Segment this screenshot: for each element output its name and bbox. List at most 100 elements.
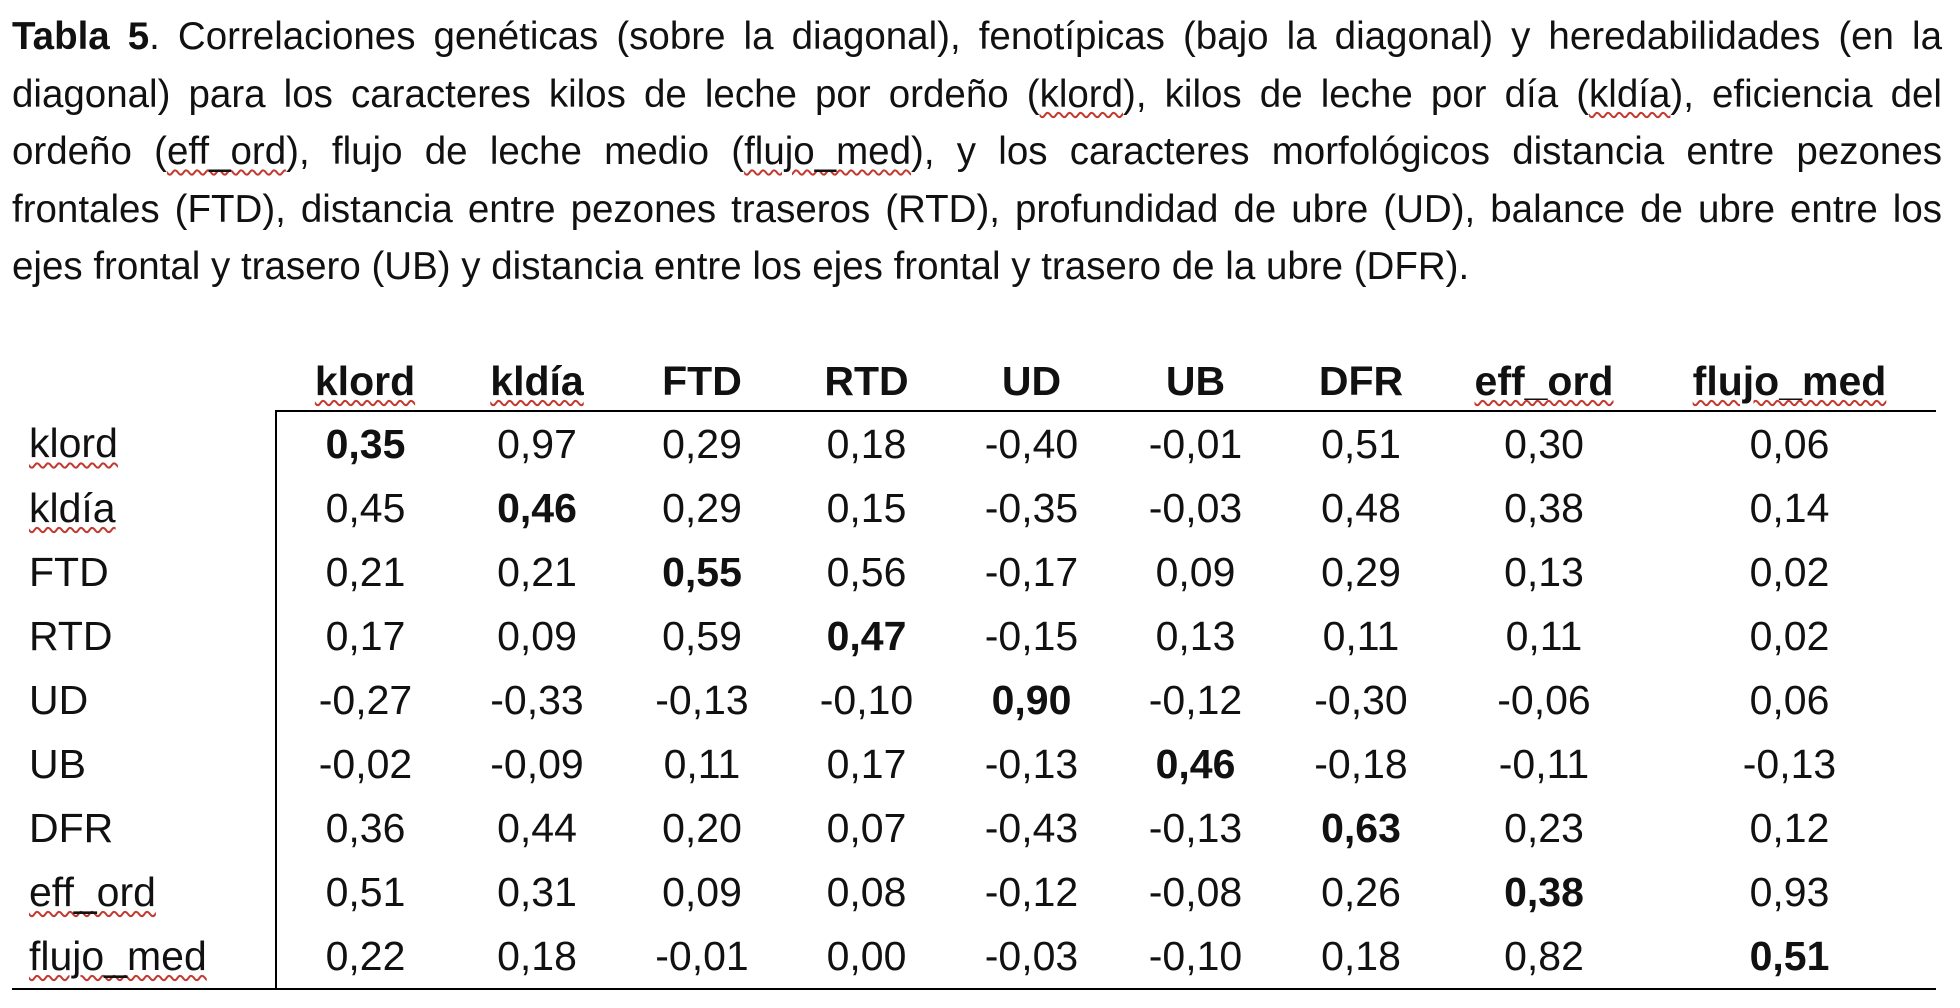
- column-header-label: FTD: [662, 357, 742, 404]
- row-header-label: UD: [29, 676, 89, 723]
- correlation-cell: 0,18: [454, 924, 620, 990]
- correlation-cell: 0,59: [662, 612, 742, 659]
- correlation-cell: 0,44: [497, 804, 577, 851]
- correlation-cell: 0,36: [325, 804, 406, 851]
- correlation-cell: 0,09: [497, 612, 577, 659]
- correlation-cell: 0,29: [1321, 548, 1401, 595]
- column-header: RTD: [784, 352, 949, 412]
- correlation-cell: 0,31: [497, 868, 577, 915]
- table-row: klord 0,35 0,97 0,29 0,18 -0,40 -0,01 0,51 0,30 0…: [12, 411, 1936, 476]
- row-header: kldía: [12, 476, 277, 540]
- correlation-cell: 0,13: [1504, 548, 1584, 595]
- correlation-cell: -0,03: [949, 924, 1114, 990]
- correlation-cell: 0,56: [826, 548, 907, 595]
- correlation-cell: 0,11: [663, 740, 741, 787]
- correlation-cell: 0,09: [1155, 548, 1236, 595]
- column-header: FTD: [620, 352, 784, 412]
- row-header-label: kldía: [29, 484, 116, 531]
- table-row: FTD 0,21 0,21 0,55 0,56 -0,17 0,09 0,29 0,13 0,02: [12, 540, 1936, 604]
- correlation-cell: 0,45: [325, 484, 406, 531]
- table-row: flujo_med 0,22 0,18 -0,01 0,00 -0,03 -0,10 0,18…: [12, 924, 1936, 990]
- column-header-label: UD: [1001, 357, 1062, 404]
- correlation-cell: -0,11: [1498, 740, 1590, 787]
- correlation-cell: -0,06: [1497, 676, 1591, 723]
- row-header: DFR: [12, 796, 277, 860]
- heritability-cell: 0,90: [991, 676, 1072, 723]
- correlation-cell: 0,21: [497, 548, 577, 595]
- row-header-label: flujo_med: [29, 932, 207, 979]
- row-header-label: DFR: [29, 804, 114, 851]
- correlation-cell: 0,21: [325, 548, 406, 595]
- table-row: UB -0,02 -0,09 0,11 0,17 -0,13 0,46 -0,18 -0,11 -…: [12, 732, 1936, 796]
- row-header: RTD: [12, 604, 277, 668]
- column-header: eff_ord: [1445, 352, 1643, 412]
- correlation-cell: -0,13: [984, 740, 1079, 787]
- correlation-cell: 0,38: [1504, 484, 1584, 531]
- correlation-cell: -0,27: [318, 676, 413, 723]
- caption-term: kldía: [1589, 72, 1671, 116]
- row-header-label: eff_ord: [29, 868, 156, 915]
- column-header: flujo_med: [1643, 352, 1936, 412]
- correlation-cell: 0,51: [325, 868, 406, 915]
- table-body: klord 0,35 0,97 0,29 0,18 -0,40 -0,01 0,51 0,30 0…: [12, 411, 1936, 990]
- correlation-cell: 0,20: [662, 804, 742, 851]
- column-header: kldía: [454, 352, 620, 412]
- correlation-cell: 0,08: [826, 868, 907, 915]
- correlation-cell: -0,08: [1148, 868, 1243, 915]
- column-header-label: klord: [314, 357, 416, 404]
- correlation-cell: 0,17: [826, 740, 907, 787]
- correlation-cell: 0,11: [1505, 612, 1583, 659]
- correlation-cell: 0,23: [1504, 804, 1584, 851]
- row-header: UB: [12, 732, 277, 796]
- caption-fragment: ), flujo de leche medio (: [286, 130, 745, 173]
- header-corner-cell: [12, 352, 276, 411]
- correlation-cell: 0,48: [1321, 484, 1401, 531]
- correlation-cell: 0,09: [662, 868, 742, 915]
- correlation-cell: 0,02: [1749, 612, 1830, 659]
- correlation-cell: 0,12: [1749, 804, 1830, 851]
- column-header: UD: [949, 352, 1114, 412]
- column-header-label: flujo_med: [1692, 357, 1887, 404]
- correlation-cell: 0,30: [1504, 420, 1584, 467]
- correlation-cell: -0,35: [984, 484, 1079, 531]
- caption-term: klord: [1039, 72, 1124, 116]
- table-row: DFR 0,36 0,44 0,20 0,07 -0,43 -0,13 0,63 0,23 0,1…: [12, 796, 1936, 860]
- column-header: klord: [276, 352, 454, 412]
- caption-title: Tabla 5: [12, 15, 150, 58]
- correlation-cell: 0,02: [1749, 548, 1830, 595]
- caption-fragment: ), y los caracteres morfológicos distanc…: [12, 130, 1942, 288]
- correlation-cell: -0,01: [1148, 420, 1243, 467]
- correlation-cell: -0,03: [1148, 484, 1243, 531]
- row-header-label: FTD: [29, 548, 109, 595]
- caption-fragment: ), eficiencia del ordeño (: [12, 72, 1942, 174]
- row-header-label: UB: [29, 740, 86, 787]
- column-header-label: UB: [1165, 357, 1226, 404]
- caption-fragment: . Correlaciones genéticas (sobre la diag…: [12, 15, 1942, 116]
- correlation-cell: 0,06: [1749, 420, 1830, 467]
- correlation-cell: -0,10: [1114, 924, 1277, 990]
- correlation-cell: 0,29: [662, 484, 742, 531]
- correlation-cell: 0,51: [1321, 420, 1401, 467]
- correlation-cell: -0,43: [984, 804, 1079, 851]
- correlation-table: klord kldía FTD RTD UD UB DFR eff_ord flujo_med …: [12, 352, 1936, 990]
- correlation-cell: -0,13: [1148, 804, 1243, 851]
- correlation-cell: 0,22: [276, 924, 454, 990]
- heritability-cell: 0,38: [1504, 868, 1584, 915]
- table-header-row: klord kldía FTD RTD UD UB DFR eff_ord flujo_med: [12, 352, 1936, 412]
- caption-fragment: ), kilos de leche por día (: [1123, 72, 1590, 116]
- correlation-cell: 0,00: [784, 924, 949, 990]
- correlation-cell: -0,15: [984, 612, 1079, 659]
- table-row: UD -0,27 -0,33 -0,13 -0,10 0,90 -0,12 -0,30 -0,0…: [12, 668, 1936, 732]
- correlation-cell: -0,18: [1314, 740, 1408, 787]
- column-header: DFR: [1277, 352, 1445, 412]
- row-header: FTD: [12, 540, 277, 604]
- correlation-cell: 0,26: [1321, 868, 1401, 915]
- correlation-cell: 0,14: [1749, 484, 1830, 531]
- caption-text: . Correlaciones genéticas (sobre la diag…: [12, 15, 1942, 288]
- row-header: eff_ord: [12, 860, 277, 924]
- row-header-label: RTD: [29, 612, 113, 659]
- heritability-cell: 0,46: [497, 484, 577, 531]
- correlation-cell: 0,15: [826, 484, 907, 531]
- correlation-cell: -0,12: [984, 868, 1079, 915]
- correlation-cell: -0,10: [819, 676, 914, 723]
